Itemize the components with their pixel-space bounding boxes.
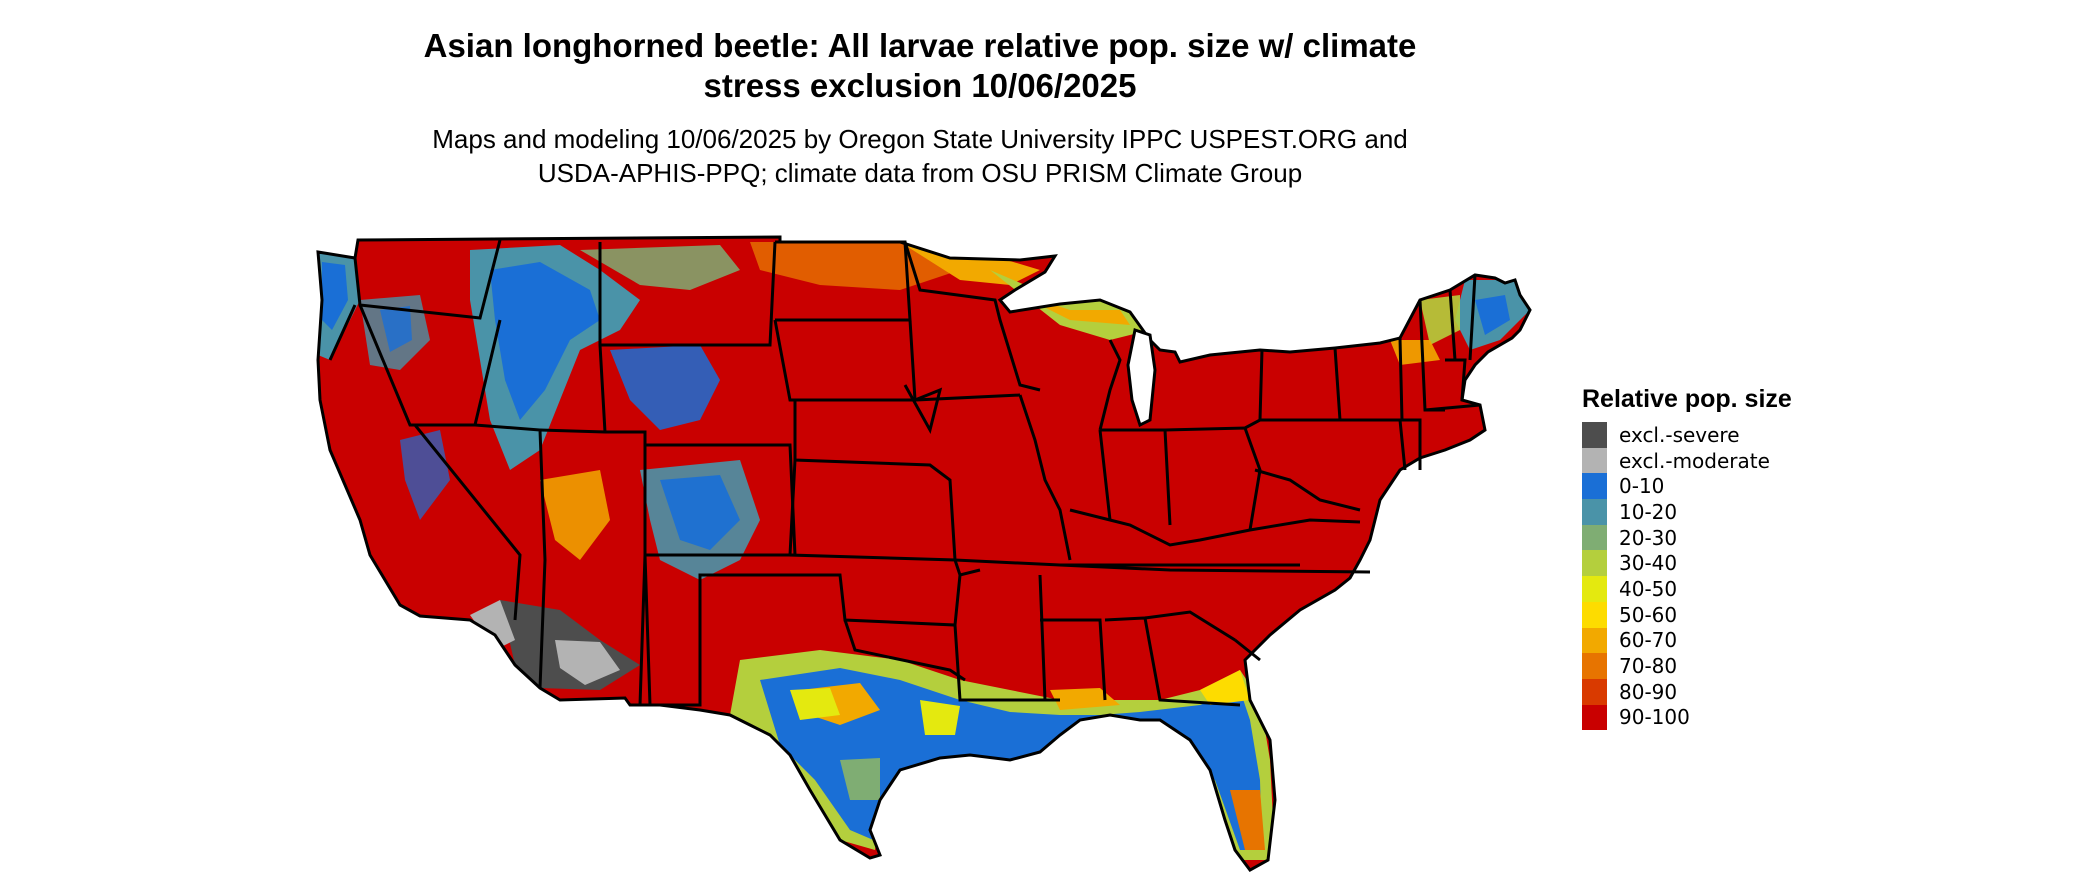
texas-interior-patches (790, 688, 880, 800)
map-title: Asian longhorned beetle: All larvae rela… (423, 27, 1417, 104)
legend-label: 30-40 (1619, 551, 1678, 576)
legend-item: 70-80 (1582, 653, 1882, 679)
state-borders (316, 235, 1532, 872)
legend-item: 0-10 (1582, 473, 1882, 500)
legend-swatch (1582, 473, 1607, 500)
legend-label: 60-70 (1619, 628, 1678, 653)
us-map-svg (316, 235, 1532, 872)
legend-swatch (1582, 678, 1607, 705)
legend-swatch (1582, 601, 1607, 628)
legend-item: 30-40 (1582, 550, 1882, 577)
legend-title: Relative pop. size (1582, 385, 1792, 413)
rocky-mountain-cool-zone (400, 245, 760, 580)
legend-swatch (1582, 627, 1607, 654)
legend-swatch (1582, 422, 1607, 448)
legend-label: 90-100 (1619, 705, 1690, 730)
legend-item: excl.-severe (1582, 422, 1882, 448)
legend-items: excl.-severe excl.-moderate 0-10 10-20 20-30… (1582, 422, 1882, 731)
legend-item: 60-70 (1582, 627, 1882, 654)
great-lakes (1126, 328, 1157, 428)
legend-item: 80-90 (1582, 678, 1882, 705)
legend-swatch (1582, 704, 1607, 731)
legend-item: 20-30 (1582, 524, 1882, 551)
legend-label: 70-80 (1619, 654, 1678, 679)
map-subtitle: Maps and modeling 10/06/2025 by Oregon S… (432, 124, 1408, 188)
legend-item: 40-50 (1582, 576, 1882, 602)
legend-swatch (1582, 550, 1607, 577)
legend-item: excl.-moderate (1582, 447, 1882, 474)
southwest-exclusion-zone (470, 600, 640, 690)
legend-item: 50-60 (1582, 601, 1882, 628)
legend-swatch (1582, 447, 1607, 474)
legend-label: 50-60 (1619, 602, 1678, 627)
legend-item: 90-100 (1582, 704, 1882, 731)
legend-item: 10-20 (1582, 499, 1882, 525)
legend-label: 80-90 (1619, 679, 1678, 704)
us-map (300, 220, 1560, 892)
legend-swatch (1582, 499, 1607, 525)
legend-label: excl.-moderate (1619, 448, 1770, 473)
legend-label: 40-50 (1619, 576, 1678, 601)
heat-layer (318, 237, 1530, 870)
legend-swatch (1582, 653, 1607, 679)
legend-label: 10-20 (1619, 499, 1678, 524)
legend: Relative pop. size excl.-severe excl.-mod… (1582, 384, 1882, 731)
legend-label: 0-10 (1619, 474, 1665, 499)
pacific-northwest-cool-zone (318, 250, 430, 370)
legend-label: excl.-severe (1619, 422, 1740, 447)
legend-label: 20-30 (1619, 525, 1678, 550)
legend-swatch (1582, 524, 1607, 551)
legend-swatch (1582, 576, 1607, 602)
